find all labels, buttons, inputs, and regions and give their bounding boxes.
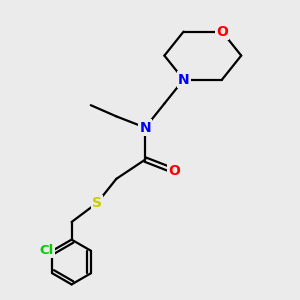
Text: S: S xyxy=(92,196,102,210)
Text: O: O xyxy=(168,164,180,178)
Text: Cl: Cl xyxy=(39,244,54,257)
Text: N: N xyxy=(178,73,189,87)
Text: O: O xyxy=(216,25,228,39)
Text: N: N xyxy=(140,121,151,135)
